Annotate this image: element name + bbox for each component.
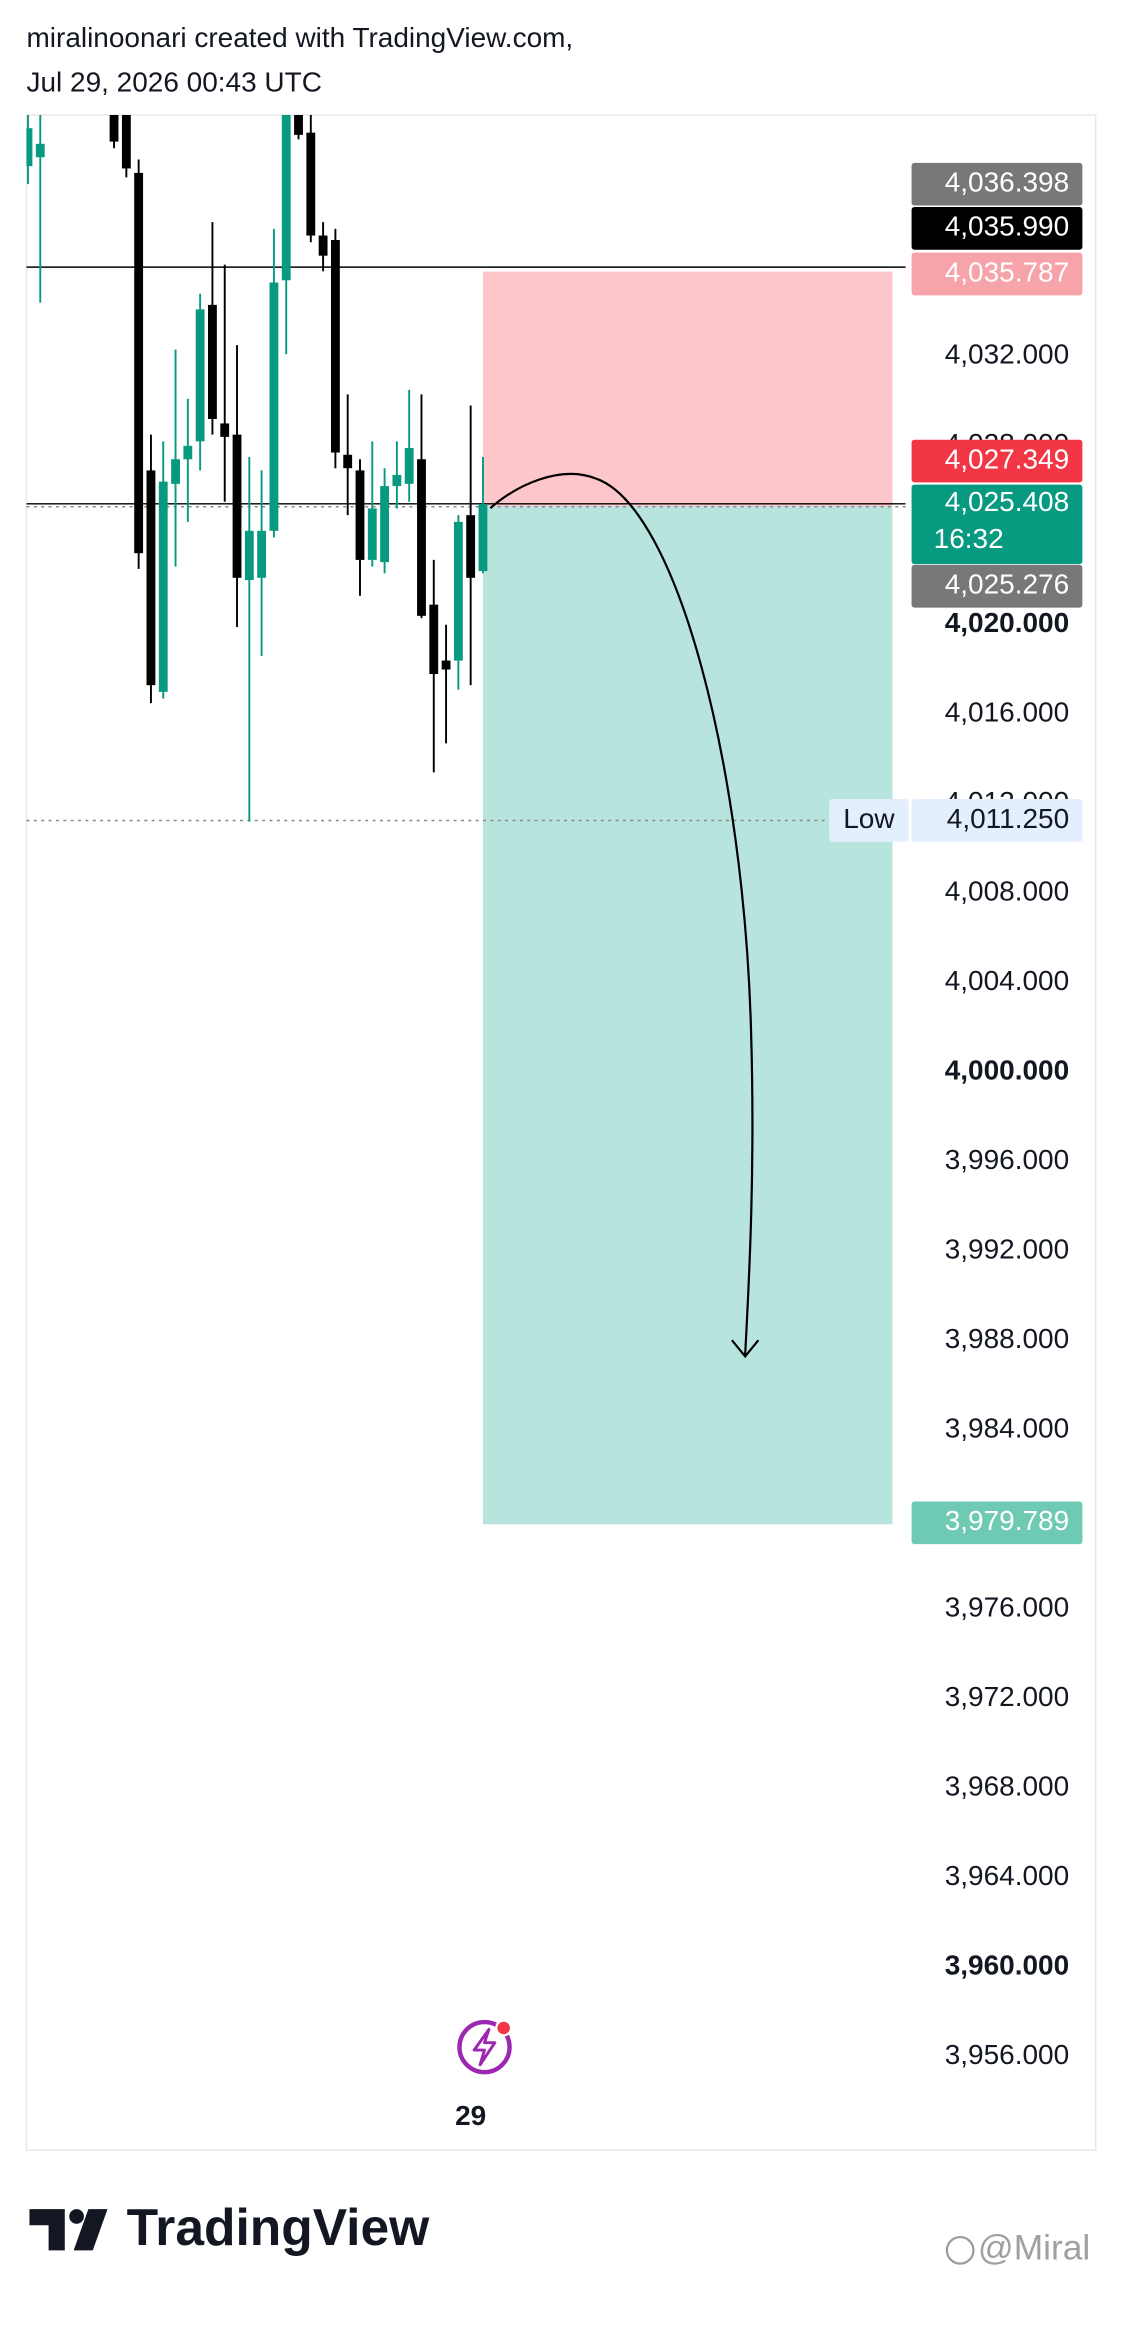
candle-body <box>478 503 488 572</box>
price-label-name-box <box>829 799 909 842</box>
candle-body <box>183 445 193 460</box>
candle-body <box>318 235 328 256</box>
y-tick-label: 3,960.000 <box>945 1949 1069 1980</box>
candle-body <box>257 530 267 578</box>
candle-body <box>294 114 303 135</box>
price-label-text: 4,036.398 <box>945 167 1069 198</box>
price-label-box <box>911 162 1083 206</box>
candle-body <box>220 423 230 437</box>
candle-body <box>281 114 291 281</box>
plot-back <box>26 266 906 1525</box>
target-zone <box>482 506 893 1525</box>
y-tick-label: 4,032.000 <box>945 339 1069 370</box>
watermark-text: @Miral <box>978 2229 1090 2268</box>
x-tick-label: 29 <box>455 2100 486 2131</box>
countdown: 16:32 <box>934 523 1004 554</box>
y-tick-label: 3,964.000 <box>945 1860 1069 1891</box>
candle-body <box>134 172 144 554</box>
candle-body <box>417 459 426 616</box>
plot-frame <box>25 114 1097 2151</box>
candle-body <box>244 530 254 581</box>
position-label-box <box>911 1501 1083 1545</box>
y-tick-label: 3,996.000 <box>945 1144 1069 1175</box>
candle-body <box>429 604 439 674</box>
candle-body <box>208 304 217 419</box>
candle-body <box>195 309 205 442</box>
candle-body <box>158 481 168 692</box>
candle-body <box>330 240 340 453</box>
price-label-name: Low <box>843 803 895 834</box>
arrow-head <box>731 1339 760 1359</box>
candle-body <box>404 448 414 484</box>
y-tick-label: 4,004.000 <box>945 965 1069 996</box>
price-label-box <box>911 484 1083 565</box>
candle-body <box>121 114 131 169</box>
candle-body <box>367 508 377 560</box>
candles <box>26 114 488 822</box>
price-label-text: 4,011.250 <box>947 803 1069 834</box>
candle-body <box>453 521 463 661</box>
candle-body <box>146 470 156 686</box>
watermark: @Miral <box>945 2229 1090 2268</box>
price-label-box <box>911 439 1083 483</box>
event-icon <box>457 2019 513 2075</box>
candle-body <box>269 282 279 531</box>
candle-body <box>441 660 451 670</box>
y-tick-label: 3,988.000 <box>945 1323 1069 1354</box>
y-tick-label: 4,000.000 <box>945 1055 1069 1086</box>
price-label-text: 4,035.990 <box>945 211 1069 242</box>
y-tick-label: 3,956.000 <box>945 2039 1069 2070</box>
y-tick-label: 3,968.000 <box>945 1770 1069 1801</box>
price-label-text: 4,027.349 <box>945 443 1069 474</box>
candle-body <box>343 454 353 469</box>
candle-body <box>380 486 390 563</box>
header-line1: miralinoonari created with TradingView.c… <box>27 22 574 53</box>
price-labels: 4,036.398 4,035.990 4,027.349 4,025.408 16:3… <box>829 162 1083 1545</box>
position-label-box <box>911 252 1083 296</box>
candle-body <box>109 114 119 142</box>
price-label-box <box>911 799 1083 842</box>
price-label-text: 4,025.276 <box>945 569 1069 600</box>
y-tick-label: 3,984.000 <box>945 1412 1069 1443</box>
logo-text: TradingView <box>127 2198 431 2256</box>
arrow-curve <box>489 472 754 1356</box>
y-tick-label: 4,008.000 <box>945 876 1069 907</box>
candle-body <box>392 474 402 487</box>
stop-zone <box>482 271 893 507</box>
logo: TradingView <box>29 2198 430 2256</box>
candle-body <box>355 470 365 560</box>
y-tick-label: 3,976.000 <box>945 1591 1069 1622</box>
price-label-box <box>911 207 1083 250</box>
position-label-text: 3,979.789 <box>945 1505 1069 1536</box>
y-tick-label: 4,016.000 <box>945 697 1069 728</box>
price-label-box <box>911 564 1083 608</box>
candle-body <box>35 143 45 158</box>
header-line2: Jul 29, 2026 00:43 UTC <box>27 66 322 97</box>
candle-body <box>466 515 476 578</box>
candle-body <box>26 128 33 167</box>
y-tick-label: 3,972.000 <box>945 1681 1069 1712</box>
candle-body <box>306 132 316 236</box>
y-tick-label: 3,992.000 <box>945 1234 1069 1265</box>
position-label-text: 4,035.787 <box>945 256 1069 287</box>
price-label-text: 4,025.408 <box>945 486 1069 517</box>
candle-body <box>232 434 242 578</box>
candle-body <box>171 459 180 484</box>
y-tick-label: 4,020.000 <box>945 607 1069 638</box>
